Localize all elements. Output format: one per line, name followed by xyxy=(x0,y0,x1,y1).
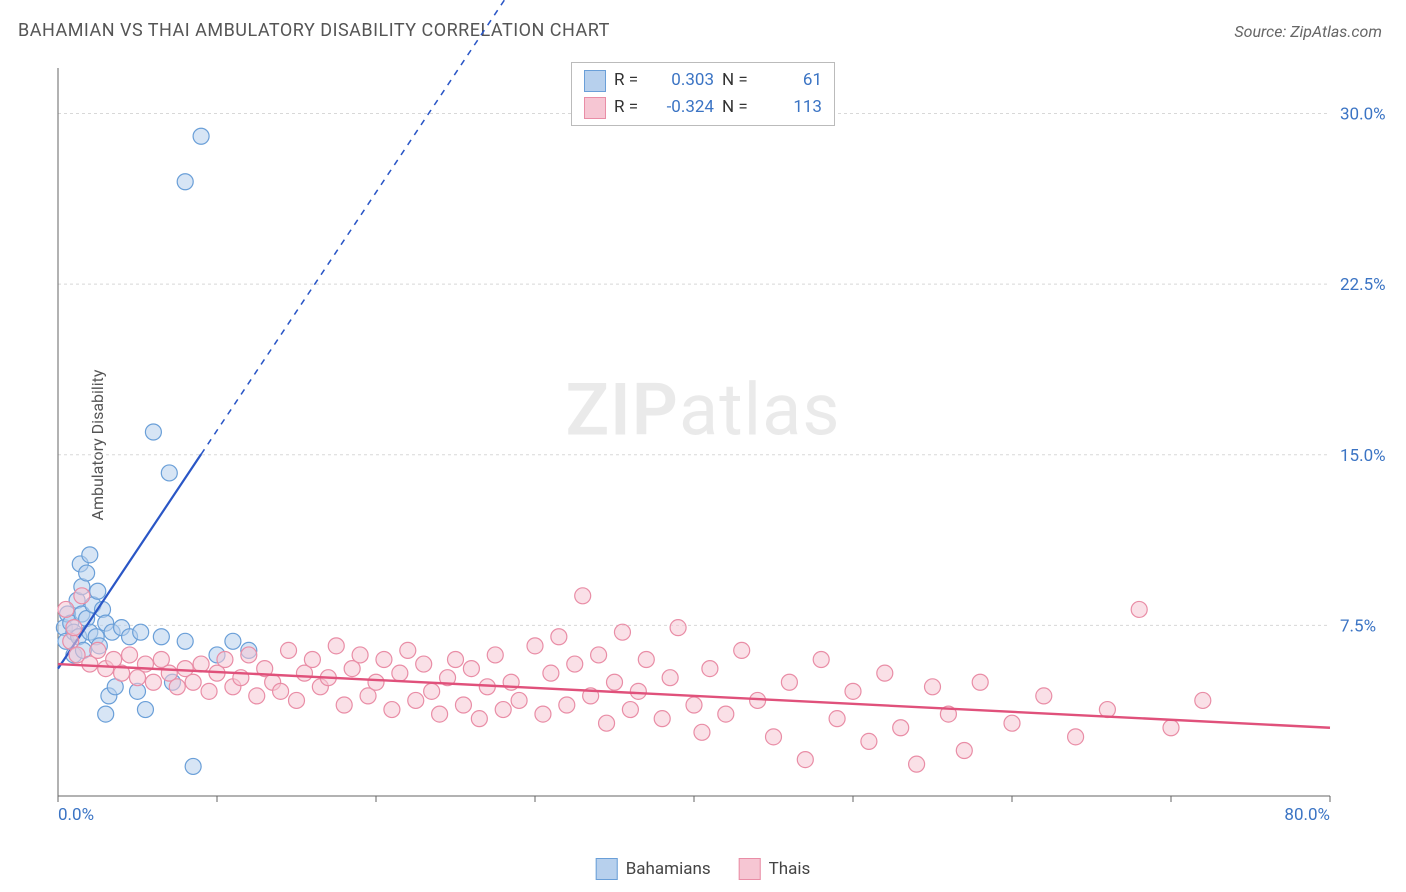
r-label: R = xyxy=(614,94,646,121)
svg-text:22.5%: 22.5% xyxy=(1340,275,1386,295)
n-label: N = xyxy=(722,94,754,121)
r-label: R = xyxy=(614,67,646,94)
r-value-thais: -0.324 xyxy=(654,94,714,121)
svg-text:0.0%: 0.0% xyxy=(58,805,94,825)
n-value-thais: 113 xyxy=(762,94,822,121)
n-value-bahamians: 61 xyxy=(762,67,822,94)
svg-text:30.0%: 30.0% xyxy=(1340,105,1386,125)
swatch-thais-icon xyxy=(739,858,761,880)
legend-item-bahamians: Bahamians xyxy=(596,858,711,880)
legend-label: Thais xyxy=(769,859,811,879)
svg-text:15.0%: 15.0% xyxy=(1340,446,1386,466)
swatch-bahamians-icon xyxy=(596,858,618,880)
chart-title: BAHAMIAN VS THAI AMBULATORY DISABILITY C… xyxy=(18,20,610,41)
n-label: N = xyxy=(722,67,754,94)
stats-row-thais: R = -0.324 N = 113 xyxy=(584,94,822,121)
chart-area: Ambulatory Disability 7.5%15.0%22.5%30.0… xyxy=(50,60,1380,830)
r-value-bahamians: 0.303 xyxy=(654,67,714,94)
stats-legend: R = 0.303 N = 61 R = -0.324 N = 113 xyxy=(571,62,835,126)
series-legend: Bahamians Thais xyxy=(596,858,811,880)
swatch-bahamians-icon xyxy=(584,70,606,92)
swatch-thais-icon xyxy=(584,97,606,119)
svg-text:7.5%: 7.5% xyxy=(1340,616,1376,636)
scatter-plot-svg: 7.5%15.0%22.5%30.0%0.0%80.0% xyxy=(50,60,1380,830)
stats-row-bahamians: R = 0.303 N = 61 xyxy=(584,67,822,94)
legend-item-thais: Thais xyxy=(739,858,811,880)
legend-label: Bahamians xyxy=(626,859,711,879)
source-attribution: Source: ZipAtlas.com xyxy=(1234,22,1382,41)
svg-text:80.0%: 80.0% xyxy=(1284,805,1330,825)
